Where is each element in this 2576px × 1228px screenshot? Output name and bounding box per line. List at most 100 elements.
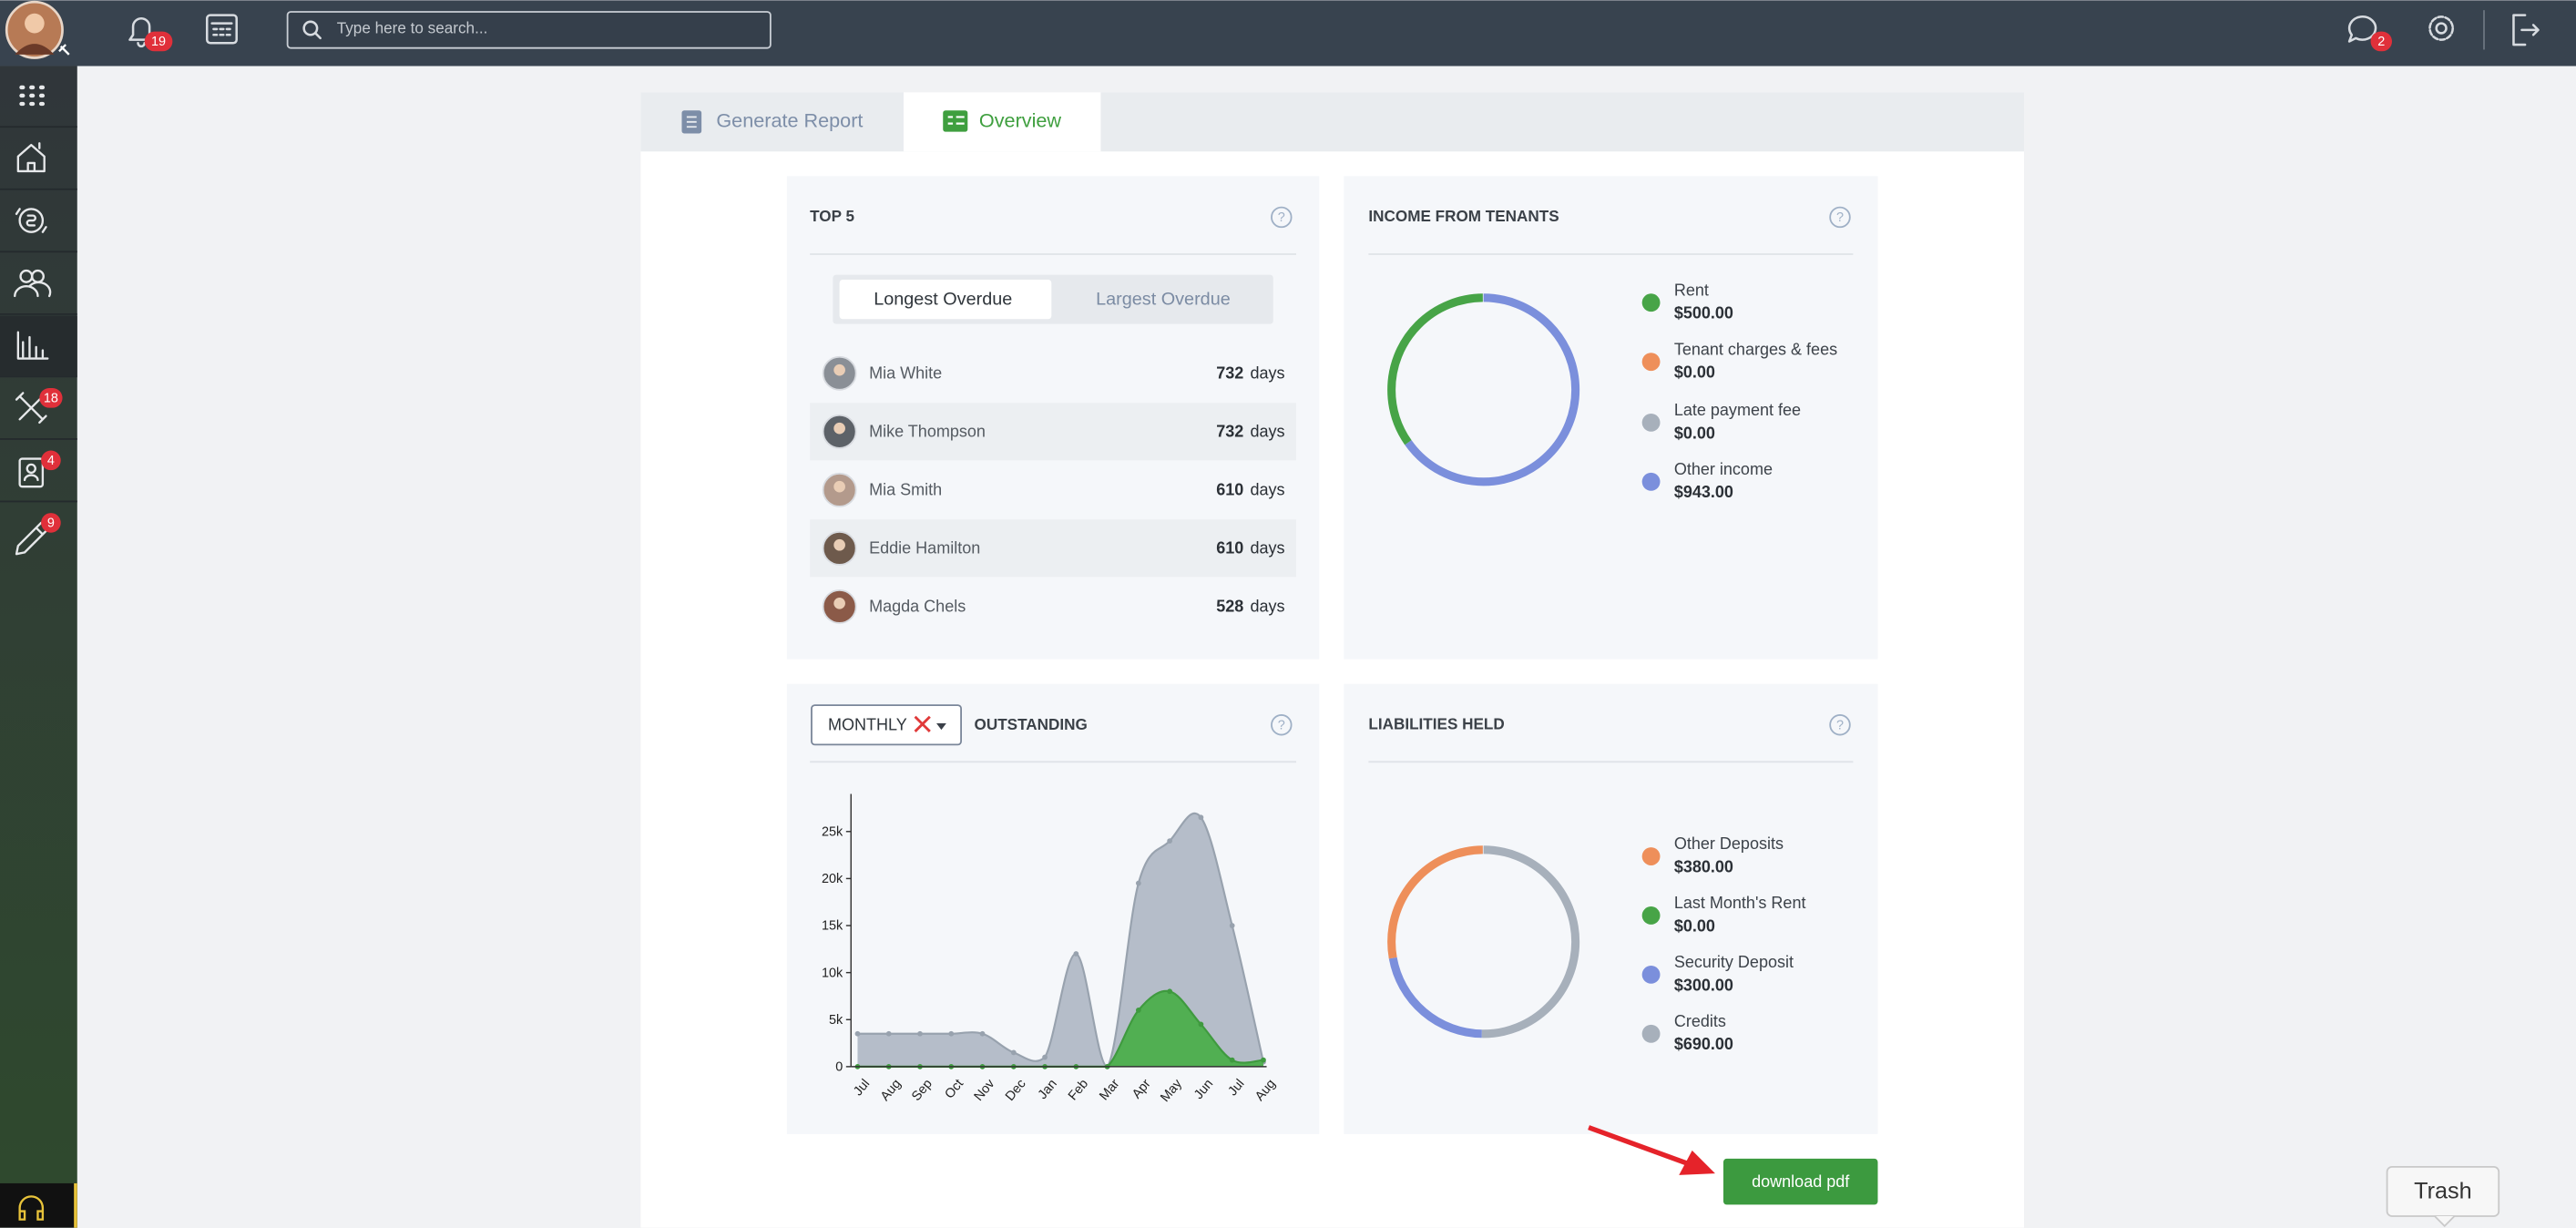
svg-text:?: ? <box>1836 210 1844 225</box>
tab-overview[interactable]: Overview <box>943 109 1061 132</box>
calendar[interactable] <box>205 14 238 45</box>
clear-icon[interactable] <box>914 715 931 732</box>
point <box>1073 951 1079 957</box>
row-avatar-face <box>833 597 845 609</box>
arrow-head <box>1679 1150 1715 1175</box>
y-tick-label: 5k <box>829 1013 843 1028</box>
row-name: Magda Chels <box>869 598 966 616</box>
settings[interactable] <box>2428 15 2454 41</box>
point <box>1198 814 1204 821</box>
calendar-icon <box>205 14 238 45</box>
row-avatar-face <box>833 422 845 435</box>
svg-text:?: ? <box>1836 718 1844 732</box>
legend-dot <box>1641 847 1661 865</box>
point <box>1135 1008 1141 1013</box>
donut-segment <box>1387 845 1580 1039</box>
y-tick-label: 0 <box>835 1060 843 1075</box>
badge-text: 2 <box>2377 35 2385 49</box>
period-label: MONTHLY <box>828 715 907 733</box>
legend-value: $0.00 <box>1674 424 1715 442</box>
badge-text: 18 <box>44 392 58 406</box>
pin-icon <box>58 44 70 56</box>
legend-value: $943.00 <box>1674 483 1733 501</box>
support-bg <box>0 1182 77 1228</box>
arrow-line <box>1588 1125 1693 1168</box>
badge <box>39 388 63 408</box>
point <box>1135 880 1141 886</box>
point <box>885 1030 892 1037</box>
legend-dot <box>1641 1024 1661 1043</box>
row-avatar-face <box>833 480 845 493</box>
download-label: download pdf <box>1752 1172 1850 1191</box>
properties-icon[interactable] <box>16 142 46 173</box>
income-donut: Rent $500.00 Tenant charges & fees $0.00 Lat… <box>1387 281 1837 501</box>
card-title: INCOME FROM TENANTS <box>1368 207 1559 225</box>
card-title: TOP 5 <box>810 207 854 225</box>
y-tick-label: 10k <box>822 966 843 980</box>
row-bg <box>810 519 1297 578</box>
download-button[interactable] <box>1722 1158 1878 1205</box>
svg-text:?: ? <box>1278 718 1285 732</box>
legend-value: $300.00 <box>1674 976 1733 994</box>
row-days: 528 <box>1216 598 1243 616</box>
row-name: Mike Thompson <box>869 422 986 440</box>
legend-name: Other Deposits <box>1674 834 1784 853</box>
point <box>854 1030 861 1037</box>
legend-value: $500.00 <box>1674 304 1733 322</box>
messages[interactable]: 2 <box>2347 15 2392 52</box>
people-icon[interactable] <box>14 269 52 298</box>
row-days: 732 <box>1216 422 1243 440</box>
point <box>1167 838 1173 844</box>
apps-icon[interactable] <box>19 85 46 107</box>
reports-icon[interactable] <box>16 331 49 360</box>
logout-icon[interactable] <box>2512 14 2540 46</box>
badge <box>41 450 61 471</box>
tab-generate[interactable]: Generate Report <box>681 109 863 134</box>
period-dropdown[interactable] <box>811 704 962 746</box>
point <box>1261 1057 1266 1063</box>
point <box>948 1030 955 1037</box>
overview-icon <box>943 110 968 132</box>
support-icon[interactable] <box>18 1195 45 1221</box>
point <box>1198 1021 1204 1028</box>
active-item <box>0 315 77 377</box>
toggle-active[interactable] <box>839 279 1052 320</box>
help-icons[interactable]: ? ? ? ? <box>1271 206 1851 736</box>
gear-inner <box>2435 22 2448 35</box>
point <box>1229 1057 1235 1063</box>
sidebar-bg <box>0 66 77 1228</box>
tab-label: Generate Report <box>716 109 863 132</box>
area <box>857 990 1263 1067</box>
legend-name: Tenant charges & fees <box>1674 340 1837 358</box>
accounting-icon[interactable] <box>15 208 47 233</box>
legend-name: Late payment fee <box>1674 401 1801 419</box>
search[interactable]: Type here to search... <box>286 11 772 49</box>
area-line <box>857 812 1265 1068</box>
tooltip-pointer <box>2434 1215 2456 1228</box>
card-title: OUTSTANDING <box>975 715 1088 733</box>
legend-dot <box>1641 413 1661 432</box>
card-liabilities <box>1344 683 1878 1134</box>
bell-icon <box>128 16 154 48</box>
search-box[interactable] <box>286 11 772 49</box>
legend-value: $380.00 <box>1674 857 1733 875</box>
row-bg <box>810 403 1297 461</box>
legend-dot <box>1641 965 1661 984</box>
toggle-option[interactable]: Longest Overdue <box>874 290 1012 310</box>
row-unit: days <box>1251 422 1285 440</box>
liabilities-donut: Other Deposits $380.00 Last Month's Rent $0… <box>1387 834 1805 1053</box>
calendar-grid <box>210 22 233 36</box>
applicants-icon[interactable] <box>18 457 45 488</box>
legend-name: Security Deposit <box>1674 953 1794 971</box>
svg-text:?: ? <box>1278 210 1285 225</box>
notifications[interactable]: 19 <box>128 16 173 52</box>
maintenance-icon[interactable] <box>15 392 47 425</box>
caret <box>936 722 946 731</box>
search-placeholder: Type here to search... <box>337 18 488 36</box>
y-tick-label: 15k <box>822 919 843 934</box>
toggle-option[interactable]: Largest Overdue <box>1096 290 1231 310</box>
gear-outer <box>2428 15 2454 41</box>
legend-name: Rent <box>1674 281 1709 299</box>
row-name: Eddie Hamilton <box>869 539 980 558</box>
